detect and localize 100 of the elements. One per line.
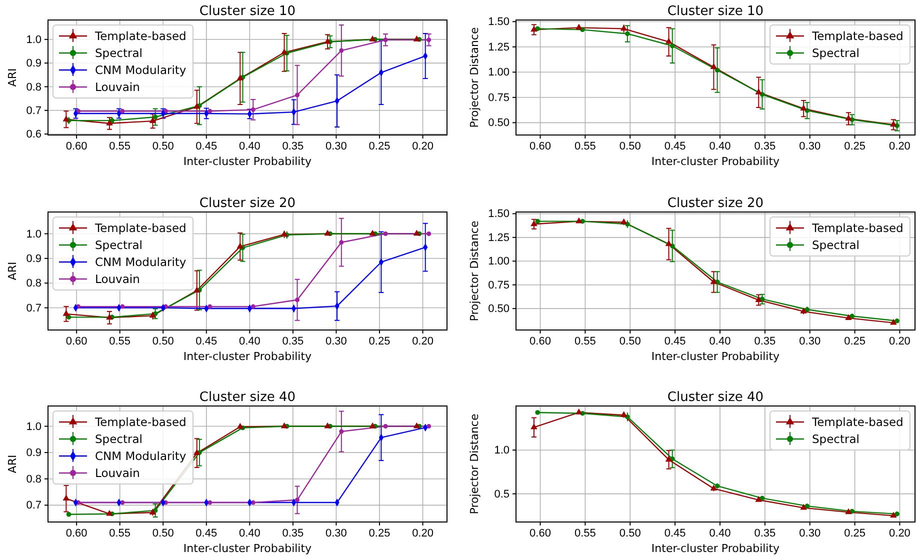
x-tick-label: 0.35 [754, 335, 776, 348]
x-tick-label: 0.60 [530, 527, 551, 540]
legend-label: Template-based [94, 221, 186, 235]
x-tick-label: 0.50 [619, 527, 641, 540]
x-tick-label: 0.35 [282, 335, 304, 348]
x-tick-label: 0.40 [238, 140, 260, 152]
x-tick-label: 0.20 [412, 527, 434, 540]
x-tick-label: 0.45 [664, 527, 686, 540]
y-tick-label: 0.5 [494, 488, 510, 500]
x-axis-title: Inter-cluster Probability [651, 155, 780, 168]
x-axis-title: Inter-cluster Probability [651, 542, 780, 555]
y-axis-title: ARI [6, 454, 19, 474]
y-tick-label: 0.8 [26, 278, 42, 290]
y-tick-label: 1.25 [488, 41, 510, 54]
x-tick-label: 0.55 [574, 140, 596, 152]
legend-label: Template-based [811, 221, 904, 235]
y-tick-label: 0.75 [488, 92, 510, 104]
x-tick-label: 0.40 [709, 140, 731, 152]
legend-label: Spectral [812, 238, 860, 252]
x-tick-label: 0.50 [152, 140, 174, 152]
legend-label: Spectral [812, 46, 860, 60]
x-tick-label: 0.40 [238, 527, 260, 540]
y-tick-label: 0.9 [26, 447, 42, 460]
x-tick-label: 0.55 [109, 527, 131, 540]
x-tick-label: 0.35 [282, 140, 304, 152]
x-tick-label: 0.20 [889, 140, 910, 152]
legend-label: Template-based [94, 29, 186, 43]
x-tick-label: 0.50 [152, 335, 174, 348]
legend-label: Template-based [94, 415, 186, 429]
legend-label: Spectral [95, 238, 142, 252]
x-tick-label: 0.35 [282, 527, 304, 540]
x-tick-label: 0.35 [754, 527, 776, 540]
x-tick-label: 0.50 [619, 140, 641, 152]
y-tick-label: 1.0 [26, 228, 42, 240]
x-tick-label: 0.30 [326, 527, 347, 540]
x-tick-label: 0.60 [66, 335, 88, 348]
y-tick-label: 1.0 [26, 420, 42, 433]
x-axis-title: Inter-cluster Probability [183, 350, 312, 363]
x-tick-label: 0.60 [66, 527, 88, 540]
y-axis-title: ARI [6, 262, 19, 280]
y-tick-label: 0.7 [26, 500, 42, 512]
legend-label: Template-based [811, 29, 904, 43]
x-tick-label: 0.30 [326, 140, 347, 152]
chart-title: Cluster size 40 [199, 390, 296, 405]
chart-title: Cluster size 40 [667, 390, 764, 405]
legend-label: Spectral [95, 432, 142, 446]
x-tick-label: 0.25 [844, 335, 866, 348]
legend-label: CNM Modularity [95, 255, 186, 269]
y-tick-label: 1.50 [488, 208, 510, 220]
y-axis-title: ARI [6, 68, 19, 87]
y-tick-label: 0.7 [26, 104, 42, 117]
y-tick-label: 0.7 [26, 302, 42, 314]
legend-label: Louvain [95, 80, 140, 94]
x-tick-label: 0.60 [66, 140, 88, 152]
x-axis-title: Inter-cluster Probability [183, 542, 312, 555]
x-tick-label: 0.45 [196, 527, 218, 540]
x-tick-label: 0.40 [709, 527, 731, 540]
x-tick-label: 0.55 [109, 335, 131, 348]
x-tick-label: 0.30 [799, 527, 821, 540]
legend-label: Spectral [95, 46, 142, 60]
x-tick-label: 0.25 [368, 140, 390, 152]
x-tick-label: 0.35 [754, 140, 776, 152]
x-axis-title: Inter-cluster Probability [183, 155, 312, 168]
y-tick-label: 0.6 [26, 128, 42, 141]
x-tick-label: 0.25 [844, 527, 866, 540]
y-axis-title: Projector Distance [468, 414, 481, 514]
x-tick-label: 0.30 [326, 335, 347, 348]
x-tick-label: 0.25 [368, 335, 390, 348]
x-tick-label: 0.25 [368, 527, 390, 540]
legend-label: Spectral [812, 432, 860, 446]
chart-title: Cluster size 20 [667, 196, 764, 211]
chart-title: Cluster size 20 [199, 196, 296, 211]
y-tick-label: 1.0 [26, 34, 42, 46]
x-tick-label: 0.50 [619, 335, 641, 348]
x-tick-label: 0.60 [530, 140, 551, 152]
legend-label: Template-based [811, 415, 904, 429]
y-tick-label: 1.0 [494, 444, 510, 457]
x-tick-label: 0.40 [709, 335, 731, 348]
x-tick-label: 0.50 [152, 527, 174, 540]
chart-title: Cluster size 10 [199, 4, 296, 19]
x-tick-label: 0.30 [799, 140, 821, 152]
y-tick-label: 0.9 [26, 58, 42, 70]
y-tick-label: 0.75 [488, 279, 510, 292]
x-tick-label: 0.45 [664, 140, 686, 152]
y-tick-label: 1.00 [488, 256, 510, 268]
legend-label: Louvain [95, 466, 140, 480]
y-tick-label: 1.25 [488, 232, 510, 244]
x-tick-label: 0.20 [889, 527, 910, 540]
y-tick-label: 0.50 [488, 117, 510, 130]
x-tick-label: 0.55 [574, 335, 596, 348]
x-tick-label: 0.45 [196, 335, 218, 348]
x-tick-label: 0.20 [889, 335, 910, 348]
x-tick-label: 0.30 [799, 335, 821, 348]
chart-title: Cluster size 10 [667, 4, 764, 19]
x-tick-label: 0.45 [664, 335, 686, 348]
y-tick-label: 0.8 [26, 81, 42, 94]
x-axis-title: Inter-cluster Probability [651, 350, 780, 363]
y-tick-label: 0.9 [26, 252, 42, 265]
y-axis-title: Projector Distance [468, 220, 481, 322]
y-axis-title: Projector Distance [468, 27, 481, 128]
